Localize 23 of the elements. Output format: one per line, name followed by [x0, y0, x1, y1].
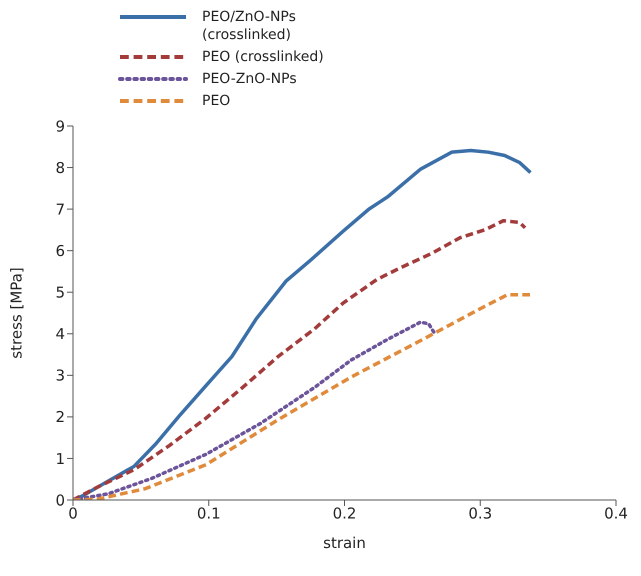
legend-label: PEO: [202, 92, 232, 110]
legend-label: PEO/ZnO-NPs (crosslinked): [202, 8, 297, 44]
line-series: [73, 292, 532, 500]
x-tick-label: 0.4: [604, 504, 628, 523]
x-axis-title: strain: [323, 534, 366, 552]
y-tick-label: 9: [55, 117, 65, 136]
y-tick-label: 3: [55, 366, 65, 385]
x-tick-label: 0: [68, 504, 78, 523]
y-tick-label: 4: [55, 325, 65, 344]
y-tick-label: 8: [55, 158, 65, 177]
legend-label: PEO (crosslinked): [202, 48, 325, 66]
x-tick-label: 0.2: [332, 504, 356, 523]
y-tick-label: 0: [55, 491, 65, 510]
y-tick-label: 1: [55, 450, 65, 468]
y-axis-title: stress [MPa]: [7, 267, 26, 359]
y-tick-label: 6: [55, 242, 65, 260]
line-series: [73, 218, 527, 500]
legend-label: PEO-ZnO-NPs: [202, 70, 298, 88]
y-tick-label: 5: [55, 284, 65, 302]
x-tick-label: 0.3: [468, 504, 492, 523]
y-tick-label: 2: [55, 408, 65, 426]
x-tick-label: 0.1: [196, 504, 221, 523]
y-tick-label: 7: [55, 200, 65, 218]
